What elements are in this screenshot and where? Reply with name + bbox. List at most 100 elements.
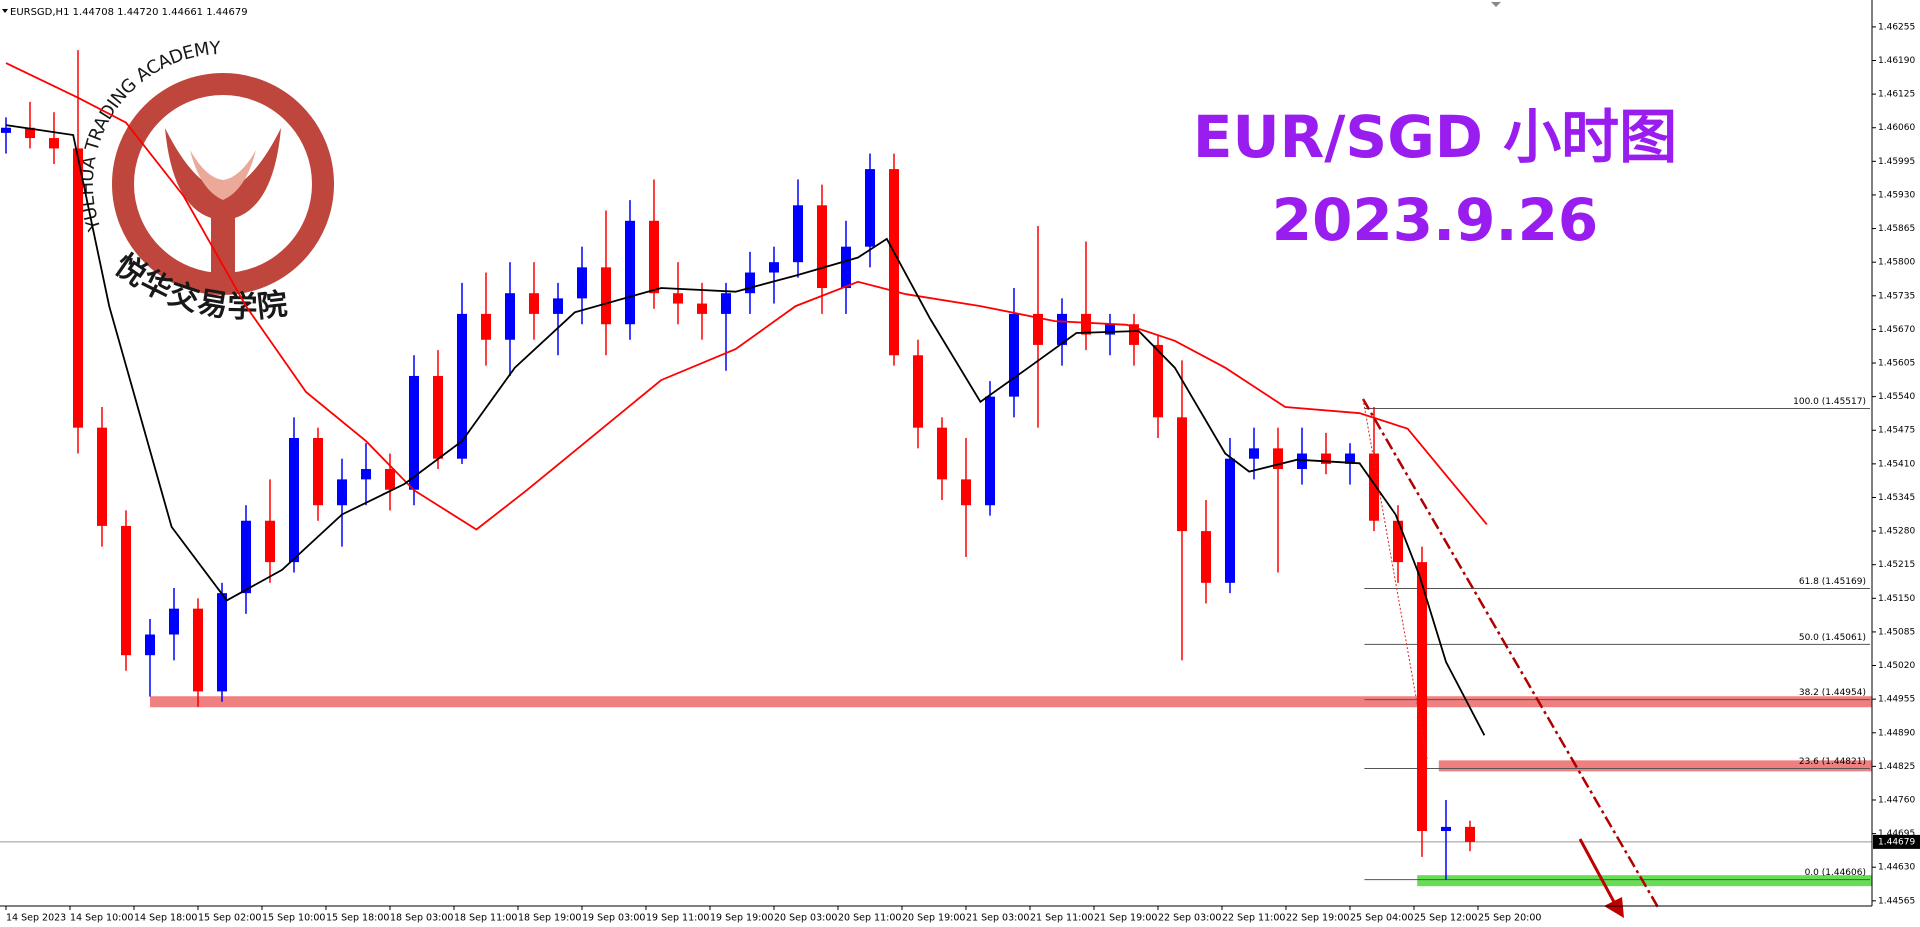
candle-body <box>697 303 707 314</box>
ma-line <box>5 124 1486 736</box>
candle-body <box>961 479 971 506</box>
candle-body <box>145 634 155 656</box>
x-tick-label: 19 Sep 11:00 <box>646 913 709 924</box>
candle-body <box>1369 453 1379 521</box>
y-tick-label: 1.45020 <box>1878 661 1915 671</box>
x-tick-label: 20 Sep 03:00 <box>774 913 837 924</box>
y-tick-label: 1.44825 <box>1878 762 1915 772</box>
candle-body <box>361 469 371 480</box>
candle-body <box>505 293 515 340</box>
fib-label: 0.0 (1.44606) <box>1805 868 1866 878</box>
y-tick-label: 1.45345 <box>1878 493 1915 503</box>
y-tick-label: 1.45150 <box>1878 594 1915 604</box>
y-tick-label: 1.45085 <box>1878 627 1915 637</box>
y-tick-label: 1.45735 <box>1878 291 1915 301</box>
candle-body <box>913 355 923 428</box>
candle-body <box>121 525 131 656</box>
logo-mark <box>190 150 256 200</box>
x-tick-label: 14 Sep 18:00 <box>134 913 197 924</box>
x-tick-label: 15 Sep 18:00 <box>326 913 389 924</box>
y-tick-label: 1.45800 <box>1878 258 1915 268</box>
y-tick-label: 1.44695 <box>1878 829 1915 839</box>
candle-body <box>1009 313 1019 397</box>
candle-body <box>193 608 203 692</box>
candle-body <box>1321 453 1331 464</box>
candle-body <box>601 267 611 325</box>
fib-label: 50.0 (1.45061) <box>1799 633 1866 643</box>
title: EUR/SGD 小时图 <box>1193 103 1677 171</box>
candle-body <box>409 375 419 490</box>
candle-body <box>769 262 779 273</box>
y-tick-label: 1.45475 <box>1878 426 1915 436</box>
fib-label: 61.8 (1.45169) <box>1799 577 1866 587</box>
candle-body <box>1417 562 1427 832</box>
ma-line <box>5 62 1488 531</box>
candle-body <box>1081 313 1091 335</box>
menu-arrow <box>2 9 8 13</box>
candle-body <box>721 293 731 314</box>
y-tick-label: 1.45215 <box>1878 560 1915 570</box>
x-tick-label: 14 Sep 10:00 <box>70 913 133 924</box>
candle-body <box>985 396 995 506</box>
candle-body <box>889 169 899 356</box>
x-tick-label: 22 Sep 03:00 <box>1158 913 1221 924</box>
candle-body <box>289 438 299 563</box>
logo-mark <box>165 128 281 276</box>
candle-body <box>1057 313 1067 345</box>
scroll-marker <box>1491 2 1501 7</box>
candle-body <box>1177 417 1187 532</box>
x-tick-label: 18 Sep 11:00 <box>454 913 517 924</box>
trend-line <box>1361 398 1661 910</box>
x-tick-label: 14 Sep 2023 <box>6 913 66 924</box>
arrow-head <box>1604 897 1624 918</box>
candle-body <box>1201 531 1211 583</box>
x-tick-label: 21 Sep 11:00 <box>1030 913 1093 924</box>
candle-body <box>1 127 11 133</box>
fib-label: 100.0 (1.45517) <box>1793 397 1866 407</box>
y-tick-label: 1.45865 <box>1878 224 1915 234</box>
zone <box>150 696 1872 708</box>
candle-body <box>217 593 227 692</box>
zone <box>1438 760 1872 772</box>
y-tick-label: 1.45540 <box>1878 392 1915 402</box>
y-tick-label: 1.44955 <box>1878 695 1915 705</box>
y-tick-label: 1.44890 <box>1878 728 1915 738</box>
candle-body <box>1033 313 1043 345</box>
header: EURSGD,H1 1.44708 1.44720 1.44661 1.4467… <box>10 7 248 18</box>
x-tick-label: 19 Sep 03:00 <box>582 913 645 924</box>
candle-body <box>265 520 275 563</box>
candle-body <box>577 267 587 299</box>
candle-body <box>481 313 491 340</box>
fib-label: 23.6 (1.44821) <box>1799 757 1866 767</box>
y-tick-label: 1.44760 <box>1878 795 1915 805</box>
plot: 100.0 (1.45517) 61.8 (1.45169) 50.0 (1.450… <box>0 50 1872 887</box>
fib-label: 38.2 (1.44954) <box>1799 688 1866 698</box>
candle-body <box>385 469 395 490</box>
candle-body <box>337 479 347 506</box>
x-tick-label: 22 Sep 11:00 <box>1222 913 1285 924</box>
y-tick-label: 1.46125 <box>1878 90 1915 100</box>
candle-body <box>649 220 659 294</box>
y-tick-label: 1.46255 <box>1878 22 1915 32</box>
subtitle: 2023.9.26 <box>1272 186 1599 254</box>
candle-body <box>433 375 443 459</box>
candle-body <box>529 293 539 314</box>
candle-body <box>1441 826 1451 832</box>
y-tick-label: 1.44565 <box>1878 896 1915 906</box>
y-tick-label: 1.45605 <box>1878 359 1915 369</box>
candle-body <box>1249 448 1259 459</box>
candle-body <box>937 427 947 480</box>
candle-body <box>241 520 251 594</box>
candle-body <box>1129 324 1139 345</box>
candle-body <box>169 608 179 635</box>
x-tick-label: 21 Sep 19:00 <box>1094 913 1157 924</box>
zone <box>1417 875 1872 887</box>
current-price-label: 1.44679 <box>1878 837 1915 847</box>
trend-line <box>1362 398 1428 760</box>
candle-body <box>97 427 107 526</box>
candle-body <box>745 272 755 294</box>
candle-body <box>625 220 635 325</box>
candle-body <box>865 169 875 247</box>
candle-body <box>73 148 83 428</box>
